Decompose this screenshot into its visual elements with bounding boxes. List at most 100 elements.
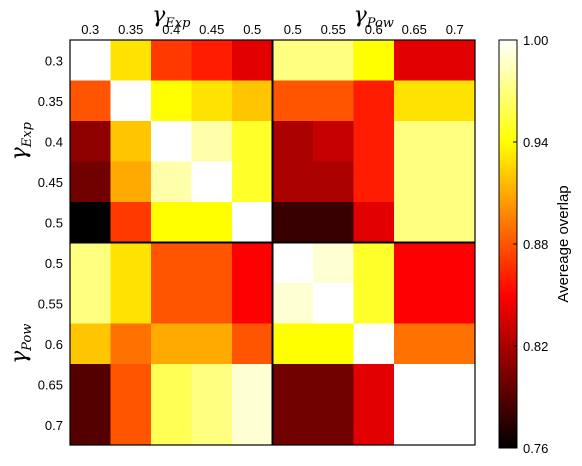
heatmap-cell <box>272 404 314 446</box>
left-tick-label: 0.5 <box>45 215 63 230</box>
heatmap-cell <box>191 80 233 122</box>
heatmap-cell <box>353 121 395 162</box>
left-tick-label: 0.3 <box>45 53 63 68</box>
heatmap-cell <box>110 323 152 365</box>
heatmap-cell <box>353 404 395 446</box>
heatmap-cell <box>70 202 111 243</box>
heatmap-cell <box>232 364 273 405</box>
heatmap-cell <box>70 40 111 81</box>
heatmap-cell <box>151 161 192 203</box>
heatmap-cell <box>232 404 273 446</box>
left-tick-label: 0.5 <box>45 256 63 271</box>
heatmap-cell <box>151 242 192 284</box>
heatmap-cell <box>191 202 233 243</box>
left-group-label-exp: γExp <box>7 121 35 160</box>
heatmap-cell <box>232 283 273 324</box>
top-tick-label: 0.6 <box>365 22 383 37</box>
heatmap-cell <box>110 242 152 284</box>
colorbar-tick-label: 0.88 <box>523 237 548 252</box>
heatmap-cell <box>70 80 111 122</box>
heatmap-cell <box>434 121 476 162</box>
heatmap-cell <box>232 161 273 203</box>
heatmap-cell <box>313 40 354 81</box>
heatmap-cell <box>272 323 314 365</box>
heatmap-cell <box>110 364 152 405</box>
left-tick-labels: 0.3 0.35 0.4 0.45 0.5 0.5 0.55 0.6 0.65 0.7 <box>38 53 63 433</box>
heatmap-cell <box>191 404 233 446</box>
heatmap-cell <box>353 80 395 122</box>
heatmap-cell <box>394 80 435 122</box>
heatmap-cell <box>191 364 233 405</box>
top-tick-label: 0.3 <box>81 22 99 37</box>
heatmap-cell <box>313 283 354 324</box>
heatmap-cell <box>394 242 435 284</box>
heatmap-cell <box>272 161 314 203</box>
heatmap-cell <box>394 202 435 243</box>
heatmap-cell <box>313 242 354 284</box>
heatmap-cell <box>353 242 395 284</box>
heatmap-cell <box>353 161 395 203</box>
heatmap-cell <box>191 323 233 365</box>
heatmap-cell <box>313 202 354 243</box>
heatmap-cell <box>394 323 435 365</box>
heatmap-cell <box>70 404 111 446</box>
colorbar-tick-label: 0.94 <box>523 135 548 150</box>
top-tick-label: 0.35 <box>118 22 143 37</box>
heatmap-cell <box>272 202 314 243</box>
heatmap-cell <box>353 323 395 365</box>
top-tick-labels: 0.3 0.35 0.4 0.45 0.5 0.5 0.55 0.6 0.65 0.7 <box>81 22 464 37</box>
heatmap-cell <box>394 283 435 324</box>
heatmap-cell <box>272 40 314 81</box>
heatmap-cell <box>151 283 192 324</box>
colorbar-tick-label: 1.00 <box>523 33 548 48</box>
heatmap-cell <box>151 80 192 122</box>
heatmap-cell <box>70 242 111 284</box>
heatmap-cell <box>434 80 476 122</box>
heatmap-cell <box>272 242 314 284</box>
left-tick-label: 0.65 <box>38 377 63 392</box>
heatmap-cell <box>151 121 192 162</box>
heatmap-cell <box>151 202 192 243</box>
heatmap-cell <box>394 40 435 81</box>
heatmap-cell <box>151 364 192 405</box>
left-group-label-pow: γPow <box>7 324 35 364</box>
heatmap-cell <box>394 161 435 203</box>
colorbar-label: Avereage overlap <box>555 185 572 302</box>
left-tick-label: 0.7 <box>45 418 63 433</box>
heatmap-cell <box>110 40 152 81</box>
heatmap-cell <box>232 80 273 122</box>
heatmap-cell <box>191 242 233 284</box>
heatmap-cell <box>313 161 354 203</box>
heatmap-cell <box>70 364 111 405</box>
heatmap-cell <box>191 161 233 203</box>
colorbar-tick-label: 0.76 <box>523 441 548 456</box>
heatmap-cell <box>110 161 152 203</box>
heatmap-cell <box>151 404 192 446</box>
heatmap-cell <box>110 80 152 122</box>
heatmap-cell <box>232 202 273 243</box>
plot-frame <box>69 39 476 446</box>
left-tick-label: 0.55 <box>38 296 63 311</box>
heatmap-cell <box>191 121 233 162</box>
block-dividers <box>70 40 475 445</box>
top-group-label-pow: γPow <box>354 3 394 31</box>
heatmap-cell <box>110 283 152 324</box>
heatmap-cell <box>353 283 395 324</box>
colorbar-tick-label: 0.82 <box>523 339 548 354</box>
left-tick-label: 0.35 <box>38 94 63 109</box>
heatmap-cell <box>313 323 354 365</box>
heatmap-cell <box>272 364 314 405</box>
left-tick-label: 0.6 <box>45 337 63 352</box>
heatmap-cell <box>272 121 314 162</box>
heatmap-cell <box>353 364 395 405</box>
top-tick-label: 0.4 <box>162 22 180 37</box>
heatmap-cell <box>232 40 273 81</box>
top-tick-label: 0.65 <box>402 22 427 37</box>
heatmap-cell <box>434 161 476 203</box>
heatmap-cell <box>313 80 354 122</box>
heatmap-cell <box>434 202 476 243</box>
heatmap-cell <box>151 323 192 365</box>
top-tick-label: 0.7 <box>446 22 464 37</box>
heatmap-cell <box>434 364 476 405</box>
